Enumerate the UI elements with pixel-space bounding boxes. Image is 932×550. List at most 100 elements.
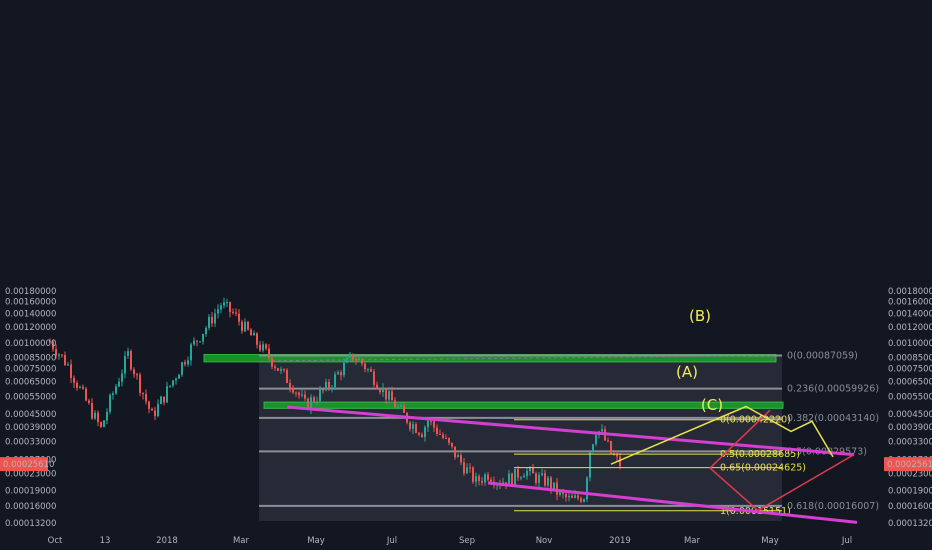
- candle-body: [469, 467, 471, 469]
- candle-body: [175, 378, 177, 381]
- x-tick-3: Mar: [233, 536, 250, 546]
- candle-body: [121, 373, 123, 382]
- y-tick-left-5: 0.00085000: [5, 354, 56, 364]
- candle-body: [367, 369, 369, 371]
- candle-body: [364, 363, 366, 370]
- y-tick-left-3: 0.00120000: [5, 323, 56, 333]
- candle-body: [232, 311, 234, 313]
- candle-body: [463, 462, 465, 474]
- candle-body: [520, 477, 522, 479]
- candle-body: [439, 434, 441, 436]
- candle-body: [337, 372, 339, 375]
- candle-body: [448, 438, 450, 443]
- candle-body: [565, 493, 567, 498]
- candle-body: [91, 403, 93, 419]
- candle-body: [256, 333, 258, 345]
- candle-body: [508, 473, 510, 486]
- y-tick-left-15: 0.00016000: [5, 502, 56, 512]
- y-tick-right-14: 0.00019000: [888, 487, 932, 497]
- y-tick-right-13: 0.00023000: [888, 470, 932, 480]
- candle-body: [70, 364, 72, 378]
- y-tick-left-9: 0.00045000: [5, 410, 56, 420]
- candle-body: [163, 396, 165, 403]
- candle-body: [226, 302, 228, 304]
- candle-body: [457, 455, 459, 458]
- candle-body: [514, 468, 516, 485]
- candle-body: [190, 344, 192, 361]
- candle-body: [298, 392, 300, 396]
- candle-body: [151, 408, 153, 411]
- candle-body: [592, 444, 594, 453]
- candle-body: [145, 394, 147, 402]
- y-tick-right-9: 0.00045000: [888, 410, 932, 420]
- y-tick-right-7: 0.00065000: [888, 377, 932, 387]
- candle-body: [616, 454, 618, 457]
- candle-body: [415, 424, 417, 433]
- candle-body: [280, 368, 282, 371]
- x-tick-7: Nov: [536, 536, 553, 546]
- candle-body: [568, 495, 570, 498]
- x-tick-6: Sep: [459, 536, 475, 546]
- candle-body: [130, 351, 132, 370]
- candle-body: [319, 389, 321, 402]
- price-tag-left: [0, 457, 48, 472]
- candle-body: [64, 355, 66, 366]
- wave-label-2: (C): [701, 396, 723, 414]
- x-tick-1: 13: [100, 536, 111, 546]
- red-projection-1: [709, 409, 771, 469]
- candle-body: [211, 316, 213, 324]
- wave-label-0: (A): [676, 363, 698, 381]
- candle-body: [478, 476, 480, 481]
- candle-body: [562, 491, 564, 494]
- candle-body: [247, 321, 249, 330]
- candle-body: [535, 473, 537, 484]
- candle-body: [262, 344, 264, 351]
- candle-body: [451, 442, 453, 447]
- y-tick-left-2: 0.00140000: [5, 309, 56, 319]
- candle-body: [340, 372, 342, 376]
- candle-body: [610, 441, 612, 454]
- candle-body: [244, 321, 246, 332]
- candle-body: [307, 398, 309, 409]
- candle-body: [526, 470, 528, 476]
- candle-body: [178, 374, 180, 379]
- candle-body: [331, 387, 333, 389]
- candle-body: [619, 456, 621, 467]
- candle-body: [490, 479, 492, 482]
- candle-body: [424, 427, 426, 438]
- candle-body: [370, 369, 372, 372]
- candle-body: [289, 382, 291, 388]
- y-tick-right-4: 0.00100000: [888, 339, 932, 349]
- candle-body: [550, 477, 552, 489]
- candle-body: [55, 349, 57, 356]
- candle-body: [112, 393, 114, 395]
- candle-body: [73, 377, 75, 383]
- candle-body: [559, 491, 561, 495]
- y-tick-left-4: 0.00100000: [5, 339, 56, 349]
- candle-body: [160, 396, 162, 404]
- candle-body: [184, 362, 186, 365]
- y-tick-left-0: 0.00180000: [5, 287, 56, 297]
- x-tick-11: Jul: [841, 536, 852, 546]
- candle-body: [556, 482, 558, 495]
- candle-body: [445, 437, 447, 439]
- y-tick-right-0: 0.00180000: [888, 287, 932, 297]
- y-tick-left-14: 0.00019000: [5, 487, 56, 497]
- candle-body: [454, 446, 456, 458]
- candle-body: [316, 401, 318, 403]
- price-tag-right-text: 0.00025610: [887, 460, 932, 470]
- x-tick-4: May: [307, 536, 325, 546]
- fib2-label-0: 0(0.00042220): [720, 415, 791, 426]
- y-tick-right-1: 0.00160000: [888, 297, 932, 307]
- candle-body: [553, 482, 555, 489]
- candle-body: [154, 410, 156, 417]
- candle-body: [286, 370, 288, 383]
- candle-body: [229, 302, 231, 312]
- candle-body: [607, 440, 609, 442]
- candle-body: [166, 386, 168, 403]
- candle-body: [277, 368, 279, 371]
- candle-body: [208, 316, 210, 328]
- candle-body: [199, 341, 201, 343]
- candle-body: [400, 405, 402, 407]
